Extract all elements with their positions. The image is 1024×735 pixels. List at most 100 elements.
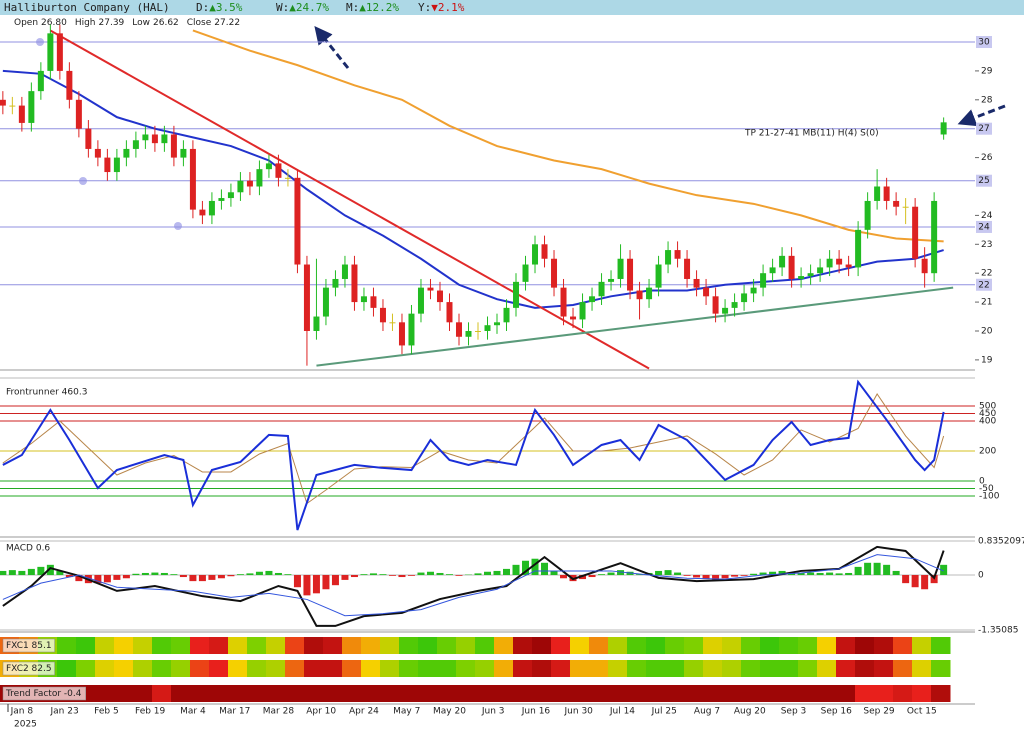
histogram-bar [683,575,691,576]
heat-cell [418,660,438,677]
heat-cell [133,637,153,654]
histogram-bar [246,573,254,576]
histogram-bar [607,572,615,576]
candle-body [864,200,871,230]
level-box [976,220,992,233]
heat-cell [323,685,343,702]
heat-cell [190,685,210,702]
macd-line [2,554,944,617]
x-tick-label: Sep 16 [821,707,853,717]
y-tick-label: 0.8352097 [978,537,1024,547]
heat-cell [209,685,229,702]
y-tick-label: 0 [978,571,984,581]
candle-body [665,250,672,265]
candle-body [389,322,396,324]
heat-cell [570,637,590,654]
heat-cell [361,637,381,654]
histogram-bar [788,573,796,576]
heat-cell [57,660,77,677]
candle-body [47,33,54,71]
heat-cell [703,660,723,677]
candle-body [769,267,776,274]
heat-cell [475,660,495,677]
candle-body [408,313,415,346]
strip-label: FXC2 82.5 [6,664,52,674]
heat-cell [798,660,818,677]
annotation: TP 21-27-41 MB(11) H(4) S(0) [744,129,879,139]
indicator-line [2,379,945,531]
heat-cell [361,660,381,677]
histogram-bar [274,572,282,576]
heat-cell [551,660,571,677]
heat-cell [817,637,837,654]
heat-cell [133,685,153,702]
candle-body [104,157,111,173]
change-value: ▲12.2% [359,1,399,14]
histogram-bar [436,572,444,576]
heat-cell [513,660,533,677]
candle-body [855,229,862,268]
heat-cell [665,685,685,702]
candle-body [132,140,139,149]
candle-body [151,134,158,144]
heat-cell [513,685,533,702]
header-change: Y:▼2.1% [418,1,465,14]
candle-body [113,157,120,173]
histogram-bar [617,570,625,576]
info-value: 27.22 [214,18,240,28]
x-tick-label: Jun 3 [481,707,505,717]
histogram-bar [940,564,948,576]
candle-body [779,255,786,268]
heat-cell [589,637,609,654]
histogram-bar [902,575,910,584]
heat-cell [912,660,932,677]
heat-cell [114,685,134,702]
heat-cell [741,637,761,654]
histogram-bar [854,566,862,576]
panel-title: Frontrunner 460.3 [6,388,87,398]
heat-cell [912,637,932,654]
candle-body [303,264,310,331]
heat-cell [152,685,172,702]
histogram-bar [179,575,187,578]
y-tick-label: 29 [981,66,993,76]
heat-cell [741,660,761,677]
x-tick-label: Jul 25 [651,707,677,717]
candle-body [712,296,719,314]
histogram-bar [693,575,701,578]
heat-cell [570,685,590,702]
candle-body [379,307,386,323]
x-tick-label: Oct 15 [907,707,937,717]
heat-cell [399,637,419,654]
heat-cell [874,685,894,702]
heat-cell [893,685,913,702]
candle-body [265,163,272,170]
x-tick-label: Jul 14 [609,707,635,717]
candle-body [817,267,824,274]
moving-average [192,29,944,243]
histogram-bar [598,574,606,576]
heat-cell [342,660,362,677]
histogram-bar [797,572,805,576]
heat-cell [760,685,780,702]
strip-label-box [2,638,55,653]
histogram-bar [769,571,777,576]
histogram-bar [655,570,663,576]
candle-body [522,264,529,282]
histogram-bar [807,572,815,576]
histogram-bar [588,575,596,578]
candle-body [703,287,710,297]
candle-body [161,134,168,144]
histogram-bar [503,568,511,576]
change-label: M: [346,1,359,14]
x-tick-label: Apr 10 [306,707,336,717]
arrow [957,104,1006,127]
change-label: D: [196,1,209,14]
heat-cell [437,637,457,654]
histogram-bar [265,570,273,576]
candle-body [218,198,225,201]
x-tick-label: Aug 7 [694,707,720,717]
candle-body [170,134,177,158]
heat-cell [152,637,172,654]
histogram-bar [18,570,26,576]
